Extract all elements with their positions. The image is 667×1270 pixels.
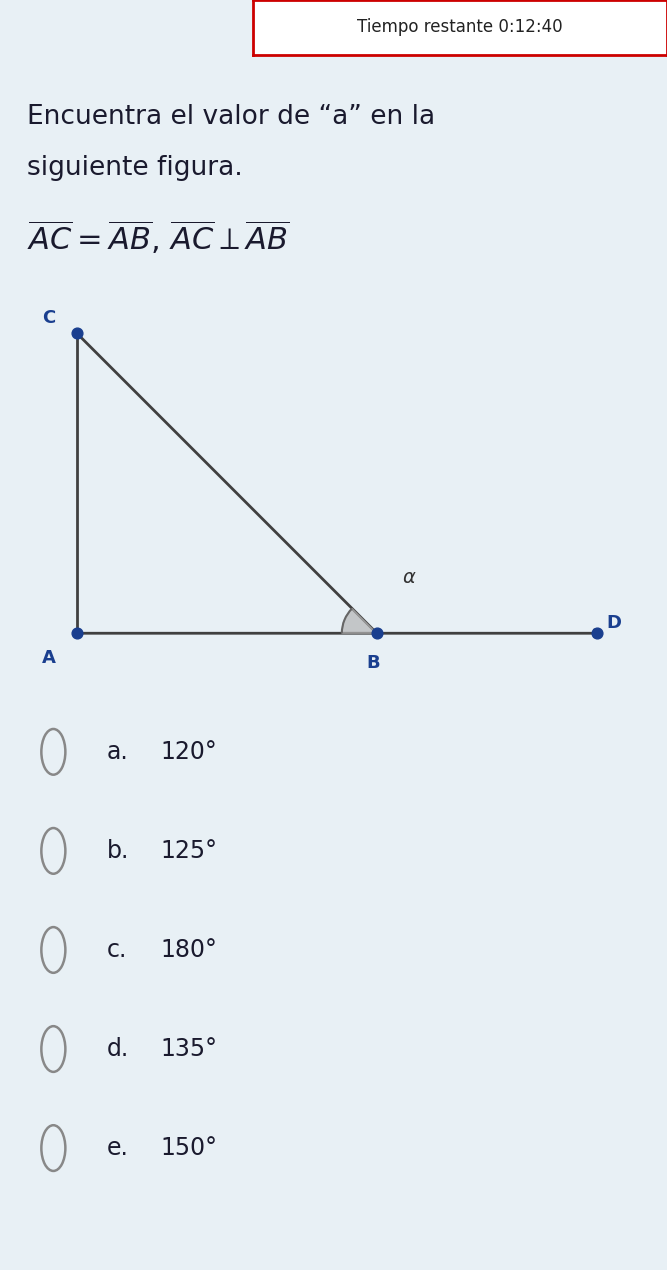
Text: 135°: 135° xyxy=(160,1038,217,1060)
Point xyxy=(592,624,602,644)
Text: 150°: 150° xyxy=(160,1137,217,1160)
Text: $\alpha$: $\alpha$ xyxy=(402,568,416,587)
Polygon shape xyxy=(342,608,377,634)
Text: 180°: 180° xyxy=(160,939,217,961)
Point xyxy=(71,624,82,644)
Text: Tiempo restante 0:12:40: Tiempo restante 0:12:40 xyxy=(358,18,563,37)
Text: Encuentra el valor de “a” en la: Encuentra el valor de “a” en la xyxy=(27,104,435,130)
Text: D: D xyxy=(607,615,622,632)
Text: C: C xyxy=(42,309,55,328)
Point xyxy=(71,323,82,343)
Text: c.: c. xyxy=(107,939,127,961)
Text: b.: b. xyxy=(107,839,129,862)
Text: B: B xyxy=(367,654,380,672)
Text: e.: e. xyxy=(107,1137,129,1160)
Point xyxy=(372,624,382,644)
Text: $\overline{AC} = \overline{AB},\, \overline{AC} \perp \overline{AB}$: $\overline{AC} = \overline{AB},\, \overl… xyxy=(27,218,289,257)
Text: A: A xyxy=(42,649,55,667)
Text: d.: d. xyxy=(107,1038,129,1060)
Text: siguiente figura.: siguiente figura. xyxy=(27,155,242,180)
Text: a.: a. xyxy=(107,740,129,763)
Text: 125°: 125° xyxy=(160,839,217,862)
Text: 120°: 120° xyxy=(160,740,217,763)
